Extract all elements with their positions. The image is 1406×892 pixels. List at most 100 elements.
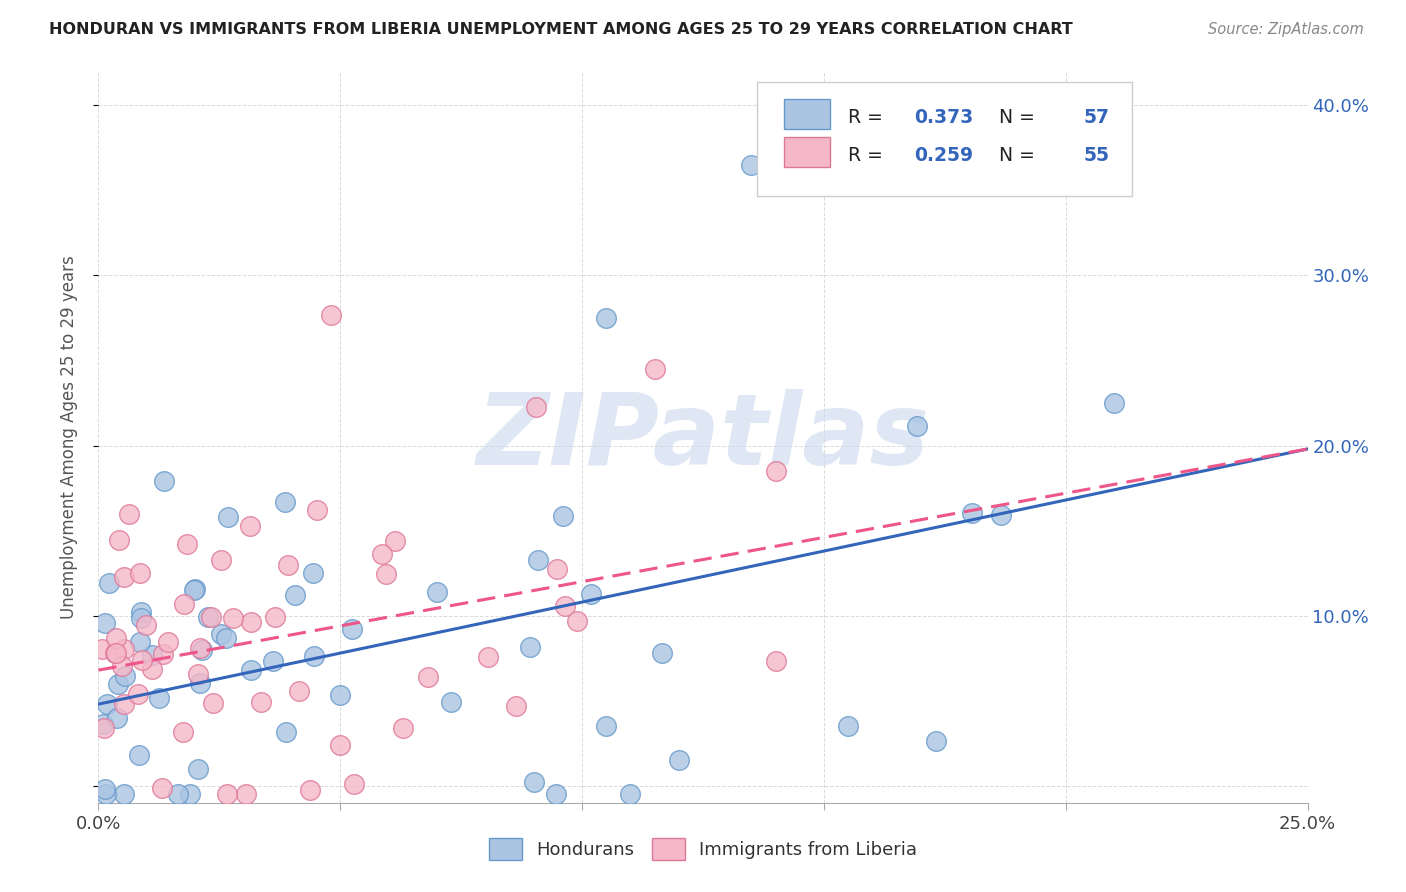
Point xyxy=(274,495,297,509)
Point xyxy=(416,670,439,684)
Point xyxy=(94,782,117,797)
Point xyxy=(250,695,273,709)
Point xyxy=(551,509,574,524)
Text: HONDURAN VS IMMIGRANTS FROM LIBERIA UNEMPLOYMENT AMONG AGES 25 TO 29 YEARS CORRE: HONDURAN VS IMMIGRANTS FROM LIBERIA UNEM… xyxy=(49,22,1073,37)
Point xyxy=(129,634,152,648)
Point xyxy=(118,507,141,521)
Point xyxy=(141,662,163,676)
Point xyxy=(176,537,198,551)
Point xyxy=(527,553,550,567)
Point xyxy=(262,654,284,668)
Point xyxy=(519,640,541,654)
Point xyxy=(440,695,463,709)
Point xyxy=(301,566,323,580)
FancyBboxPatch shape xyxy=(758,82,1132,195)
Text: N =: N = xyxy=(987,108,1040,127)
Point xyxy=(150,780,173,795)
Point xyxy=(305,502,328,516)
Point xyxy=(523,775,546,789)
Point xyxy=(91,717,114,731)
Point xyxy=(104,646,127,660)
Point xyxy=(765,464,787,478)
Point xyxy=(111,659,134,673)
Point xyxy=(97,575,120,590)
Point xyxy=(91,642,114,657)
Text: ZIPatlas: ZIPatlas xyxy=(477,389,929,485)
Point xyxy=(209,626,232,640)
Point xyxy=(329,688,352,702)
Point xyxy=(765,655,787,669)
Text: 0.373: 0.373 xyxy=(915,108,974,127)
Y-axis label: Unemployment Among Ages 25 to 29 years: Unemployment Among Ages 25 to 29 years xyxy=(59,255,77,619)
Point xyxy=(925,734,948,748)
Point xyxy=(384,534,406,549)
Point xyxy=(240,615,263,629)
Point xyxy=(107,677,129,691)
Point xyxy=(392,721,415,735)
Point xyxy=(128,747,150,762)
Point xyxy=(990,508,1012,523)
Point xyxy=(343,776,366,790)
Point xyxy=(340,622,363,636)
Point xyxy=(288,683,311,698)
Point xyxy=(276,725,298,739)
Point xyxy=(668,753,690,767)
Point xyxy=(565,614,588,628)
Point xyxy=(173,597,195,611)
Text: 0.259: 0.259 xyxy=(915,146,974,165)
Point xyxy=(197,610,219,624)
Point xyxy=(187,666,209,681)
Point xyxy=(302,648,325,663)
Point xyxy=(644,362,666,376)
Point xyxy=(546,787,568,801)
Point xyxy=(156,635,179,649)
Point xyxy=(299,783,322,797)
Point xyxy=(546,562,568,576)
Point xyxy=(200,610,222,624)
Point xyxy=(426,584,449,599)
Text: R =: R = xyxy=(848,146,889,165)
Point xyxy=(148,691,170,706)
Point xyxy=(239,519,262,533)
Point xyxy=(505,698,527,713)
Point xyxy=(579,587,602,601)
Point xyxy=(215,631,238,645)
Point xyxy=(191,643,214,657)
Point xyxy=(960,506,983,520)
Point xyxy=(217,510,239,524)
Point xyxy=(96,698,118,712)
Point xyxy=(167,787,190,801)
Text: Source: ZipAtlas.com: Source: ZipAtlas.com xyxy=(1208,22,1364,37)
Point xyxy=(112,570,135,584)
Point xyxy=(131,653,153,667)
Point xyxy=(94,615,117,630)
Point xyxy=(187,762,209,776)
Point xyxy=(202,696,225,710)
Point xyxy=(128,566,150,581)
Text: R =: R = xyxy=(848,108,889,127)
Text: 57: 57 xyxy=(1084,108,1109,127)
Point xyxy=(129,605,152,619)
Point xyxy=(184,582,207,596)
Point xyxy=(477,650,499,665)
Point xyxy=(135,617,157,632)
Point xyxy=(112,697,135,711)
Point xyxy=(284,587,307,601)
Point xyxy=(240,663,263,677)
Point xyxy=(370,547,392,561)
Point xyxy=(837,719,859,733)
Point xyxy=(221,611,243,625)
Point xyxy=(188,676,211,690)
Point xyxy=(129,611,152,625)
Point xyxy=(619,787,641,801)
Point xyxy=(188,641,211,656)
Text: N =: N = xyxy=(987,146,1040,165)
Point xyxy=(105,632,128,646)
Point xyxy=(107,533,129,548)
Point xyxy=(179,787,201,801)
Point xyxy=(524,400,547,414)
Point xyxy=(105,711,128,725)
Point xyxy=(264,610,287,624)
Point xyxy=(554,599,576,614)
Point xyxy=(217,787,239,801)
